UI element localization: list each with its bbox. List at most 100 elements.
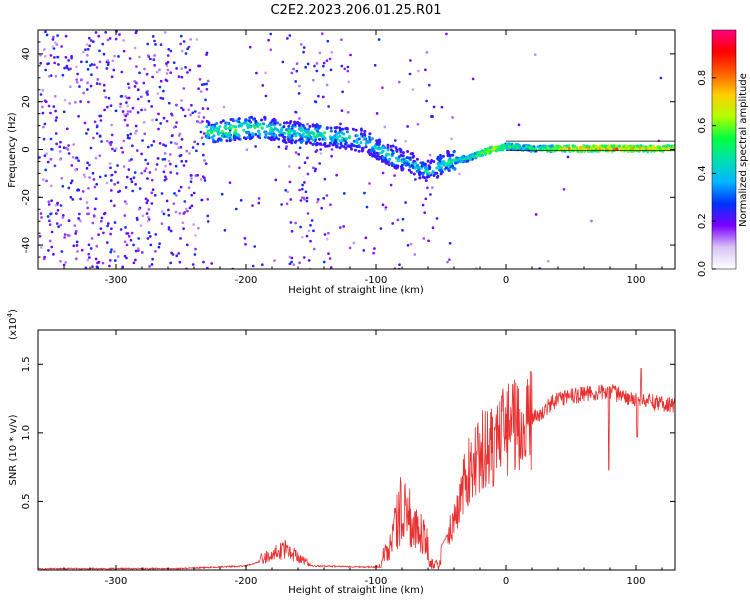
spectrogram-noise-cell [163,152,167,155]
snr-y-ticks: 0.5 1.0 1.5 [21,356,675,509]
spectrogram-noise-cell [41,111,45,115]
spectrogram-noise-cell [290,230,294,233]
spectrogram-noise-cell [91,221,95,225]
spectrogram-noise-cell [90,73,93,76]
spectrogram-noise-cell [200,83,204,86]
spectrogram-noise-cell [120,94,124,98]
spectrogram-noise-cell [305,199,309,203]
spectrogram-signal-cell [344,146,348,150]
spectrogram-noise-cell [89,84,93,88]
spectrogram-noise-cell [107,222,110,225]
spectrogram-signal-cell [334,138,337,142]
spectrogram-noise-cell [164,164,167,168]
spectrogram-signal-cell [225,133,228,137]
spectrogram-noise-cell [146,93,149,96]
spectrogram-signal-cell [652,145,656,149]
spectrogram-signal-cell [377,138,381,142]
spectrogram-signal-cell [370,137,374,141]
spectrogram-signal-cell [427,175,431,178]
spectrogram-signal-cell [211,138,215,142]
spectrogram-noise-cell [190,177,193,180]
spectrogram-noise-cell [307,229,311,233]
spectrogram-noise-cell [307,259,311,262]
spectrogram-noise-cell [191,263,195,266]
spectrogram-noise-cell [71,155,75,159]
spectrogram-noise-cell [113,149,117,152]
spectrogram-noise-cell [319,152,323,155]
spectrogram-noise-cell [288,165,291,168]
spectrogram-noise-cell [303,181,306,184]
spectrogram-noise-cell [150,105,153,108]
spectrogram-noise-cell [313,247,316,251]
spectrogram-noise-cell [124,186,128,189]
spectrogram-noise-cell [182,227,185,230]
spectrogram-noise-cell [186,71,189,74]
spectrogram-noise-cell [144,197,148,201]
spectrogram-signal-cell [373,144,377,148]
spectrogram-noise-cell [110,140,113,144]
spectrogram-noise-cell [184,160,188,163]
spectrogram-signal-cell [413,166,417,170]
spectrogram-noise-cell [92,40,95,43]
spectrogram-signal-cell [363,129,367,133]
spectrogram-signal-cell [586,147,590,151]
spectrogram-noise-cell [198,78,202,81]
spectrogram-noise-cell [251,204,254,207]
spectrogram-signal-cell [390,161,394,165]
spectrogram-noise-cell [146,219,150,223]
spectrogram-signal-cell [316,124,320,128]
spectrogram-noise-cell [92,178,96,181]
spectrogram-noise-cell [134,132,137,135]
spectrogram-noise-cell [177,75,181,78]
colorbar-tick-label: 0.0 [697,261,708,277]
spectrogram-noise-cell [43,154,47,157]
spectrogram-signal-cell [303,129,307,133]
spectrogram-noise-cell [205,82,208,86]
spectrogram-noise-cell [114,109,118,113]
spectrogram-noise-cell [59,260,62,263]
spectrogram-noise-cell [411,88,415,91]
spectrogram-noise-cell [53,95,57,98]
spectrogram-noise-cell [97,233,100,236]
spectrogram-signal-cell [541,147,545,151]
spectrogram-noise-cell [156,157,160,160]
spectrogram-signal-cell [280,130,284,134]
spectrogram-signal-cell [667,144,671,148]
spectrogram-noise-cell [43,255,46,259]
spectrogram-noise-cell [191,111,195,115]
spectrogram-noise-cell [181,221,185,225]
spectrogram-signal-cell [327,144,331,148]
spectrogram-noise-cell [158,242,161,245]
spectrogram-signal-cell [436,155,440,159]
spectrogram-x-label: Height of straight line (km) [288,285,424,296]
spectrogram-noise-cell [373,64,377,67]
spectrogram-noise-cell [91,172,95,175]
spectrogram-noise-cell [182,164,186,167]
spectrogram-noise-cell [110,179,113,182]
spectrogram-signal-cell [350,147,353,151]
spectrogram-noise-cell [50,245,53,249]
spectrogram-noise-cell [192,223,195,226]
spectrogram-noise-cell [51,38,55,41]
spectrogram-noise-cell [131,106,135,110]
spectrogram-noise-cell [152,140,156,143]
spectrogram-noise-cell [153,194,157,197]
spectrogram-noise-cell [83,121,87,125]
spectrogram-noise-cell [381,86,384,89]
spectrogram-noise-cell [96,78,100,81]
spectrogram-noise-cell [86,128,90,131]
spectrogram-signal-cell [231,118,235,121]
spectrogram-noise-cell [534,213,538,216]
spectrogram-signal-cell [312,142,316,146]
spectrogram-noise-cell [303,256,306,259]
spectrogram-signal-cell [228,131,231,135]
spectrogram-signal-cell [244,118,248,122]
spectrogram-noise-cell [190,104,193,107]
spectrogram-noise-cell [105,67,109,70]
snr-frame [37,329,676,571]
spectrogram-signal-cell [453,158,457,162]
spectrogram-signal-cell [655,148,659,152]
spectrogram-noise-cell [85,167,89,170]
spectrogram-noise-cell [109,166,112,170]
spectrogram-noise-cell [343,67,346,71]
